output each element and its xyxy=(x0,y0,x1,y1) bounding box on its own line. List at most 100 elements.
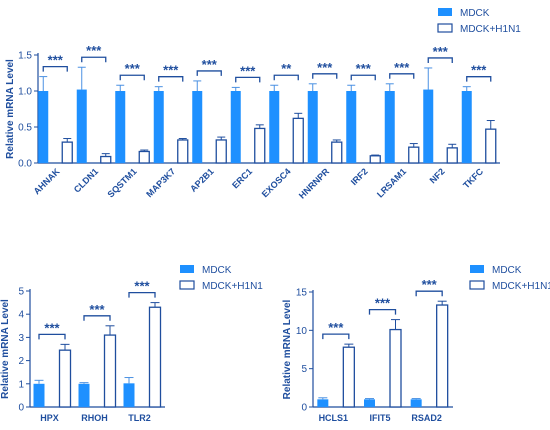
y-tick-label: 15 xyxy=(296,288,308,299)
category-label: HCLS1 xyxy=(319,413,349,423)
legend-label-mdck-h1n1: MDCK+H1N1 xyxy=(202,281,263,292)
significance-label: *** xyxy=(433,44,449,59)
bar-mdck-h1n1 xyxy=(342,346,355,408)
category-label: RHOH xyxy=(81,413,108,423)
significance-label: *** xyxy=(202,57,218,72)
y-tick-label: 5 xyxy=(18,287,24,298)
significance-label: *** xyxy=(375,296,391,311)
legend-swatch-mdck-h1n1 xyxy=(179,280,195,290)
category-label: LRSAM1 xyxy=(375,166,408,199)
y-tick-label: 4 xyxy=(18,310,24,321)
bar-mdck-h1n1 xyxy=(100,155,112,164)
bar-mdck xyxy=(38,91,49,163)
bar-mdck-h1n1 xyxy=(58,349,72,408)
bar-mdck-h1n1 xyxy=(369,155,381,164)
y-tick-label: 0 xyxy=(301,403,307,414)
bar-mdck xyxy=(153,91,164,163)
category-label: IRF2 xyxy=(349,166,370,187)
bar-mdck xyxy=(307,91,318,163)
bar-mdck-h1n1 xyxy=(215,139,227,164)
significance-bracket xyxy=(368,308,397,315)
bar-mdck xyxy=(269,91,280,163)
significance-bracket xyxy=(81,56,107,63)
bar-mdck xyxy=(76,89,87,163)
bar-mdck xyxy=(123,383,135,407)
y-tick-label: 2 xyxy=(18,356,24,367)
legend-label-mdck: MDCK xyxy=(202,265,232,276)
bar-mdck xyxy=(410,399,422,407)
y-tick-label: 0.5 xyxy=(18,123,32,134)
bar-mdck xyxy=(33,383,45,407)
bar-mdck-h1n1 xyxy=(254,127,266,164)
significance-bracket xyxy=(38,333,66,340)
category-label: ERC1 xyxy=(230,166,254,190)
category-label: EXOSC4 xyxy=(260,166,293,199)
category-label: HNRNPR xyxy=(297,166,332,201)
significance-bracket xyxy=(322,333,350,340)
significance-label: *** xyxy=(471,63,487,78)
bar-mdck xyxy=(384,91,395,163)
legend-swatch-mdck xyxy=(180,265,194,273)
significance-bracket xyxy=(466,76,492,82)
category-label: SQSTM1 xyxy=(105,166,138,199)
category-label: AP2B1 xyxy=(188,166,216,194)
category-label: MAP3K7 xyxy=(144,166,177,199)
y-tick-label: 5 xyxy=(301,364,307,375)
y-axis-label: Relative mRNA Level xyxy=(282,299,293,399)
significance-bracket xyxy=(196,70,222,76)
legend-label-mdck-h1n1: MDCK+H1N1 xyxy=(492,281,550,292)
significance-bracket xyxy=(42,65,68,72)
significance-label: *** xyxy=(125,61,141,76)
legend-swatch-mdck xyxy=(470,265,484,273)
bar-mdck xyxy=(192,91,203,163)
bar-mdck xyxy=(423,89,434,163)
significance-bracket xyxy=(273,74,299,81)
category-label: CLDN1 xyxy=(72,166,100,194)
significance-bracket xyxy=(235,76,261,83)
bar-mdck-h1n1 xyxy=(177,139,189,164)
significance-bracket xyxy=(158,76,184,82)
legend-label-mdck: MDCK xyxy=(492,265,522,276)
y-tick-label: 0.0 xyxy=(18,159,32,170)
bar-mdck-h1n1 xyxy=(408,146,420,164)
significance-label: ** xyxy=(281,61,292,76)
significance-label: *** xyxy=(356,61,372,76)
bar-mdck-h1n1 xyxy=(148,306,162,408)
bar-mdck-h1n1 xyxy=(389,328,402,408)
bar-mdck-h1n1 xyxy=(331,141,343,164)
bar-mdck-h1n1 xyxy=(138,150,150,164)
significance-bracket xyxy=(83,315,111,321)
significance-label: *** xyxy=(328,320,344,335)
bar-mdck xyxy=(346,91,357,163)
category-label: TLR2 xyxy=(128,413,151,423)
significance-bracket xyxy=(350,74,376,81)
category-label: TKFC xyxy=(461,166,485,190)
category-label: HPX xyxy=(40,413,59,423)
significance-bracket xyxy=(415,290,443,297)
category-label: NF2 xyxy=(428,166,447,185)
y-axis-label: Relative mRNA Level xyxy=(0,299,11,399)
significance-bracket xyxy=(427,57,453,63)
bar-mdck-h1n1 xyxy=(485,128,497,164)
significance-label: *** xyxy=(89,302,105,317)
bar-mdck xyxy=(78,383,90,407)
significance-label: *** xyxy=(48,53,64,68)
bar-mdck-h1n1 xyxy=(436,304,449,408)
significance-label: *** xyxy=(422,277,438,292)
significance-label: *** xyxy=(317,60,333,75)
bar-mdck xyxy=(364,399,375,407)
significance-label: *** xyxy=(134,279,150,294)
category-label: RSAD2 xyxy=(411,413,442,423)
y-tick-label: 1.5 xyxy=(18,51,32,62)
y-tick-label: 1 xyxy=(18,379,24,390)
significance-label: *** xyxy=(394,60,410,75)
bar-mdck-h1n1 xyxy=(61,141,73,164)
y-axis-label: Relative mRNA Level xyxy=(5,59,16,159)
significance-bracket xyxy=(119,74,145,81)
y-tick-label: 0 xyxy=(18,403,24,414)
category-label: IFIT5 xyxy=(369,413,390,423)
y-tick-label: 1.0 xyxy=(18,87,32,98)
legend-label-mdck: MDCK xyxy=(460,8,490,19)
